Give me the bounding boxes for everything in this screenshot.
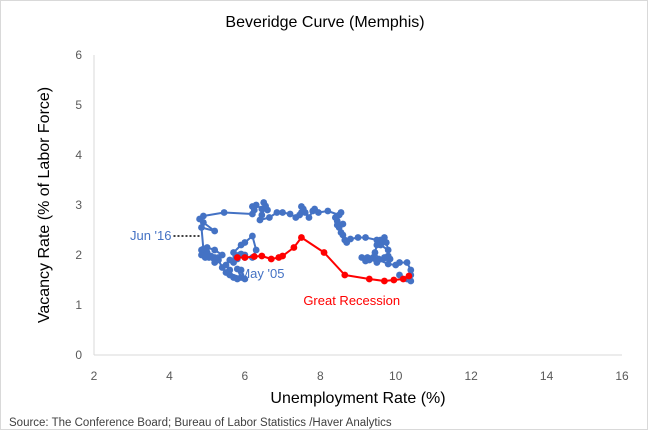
memphis-point [252,201,260,209]
x-axis-label: Unemployment Rate (%) [270,390,445,407]
chart-title: Beveridge Curve (Memphis) [225,14,424,31]
memphis-point [222,269,230,276]
great-recession-point [279,252,286,260]
great-recession-point [267,255,275,263]
x-tick-label: 8 [317,369,324,383]
memphis-point [256,216,264,224]
great-recession-point [365,275,373,283]
y-tick-label: 4 [75,148,82,162]
x-tick-label: 16 [615,369,629,383]
memphis-point [315,209,322,216]
memphis-point [301,209,309,216]
y-tick-label: 5 [75,98,82,112]
memphis-point [211,246,219,254]
x-tick-label: 12 [464,369,478,383]
y-tick-label: 1 [75,298,82,312]
annotation-may05: May '05 [239,266,284,281]
great-recession-point [241,254,249,261]
y-axis-label: Vacancy Rate (% of Labor Force) [36,87,53,323]
series-great-recession [233,234,413,285]
great-recession-point [250,253,258,260]
x-tick-label: 14 [540,369,554,383]
great-recession-point [390,276,398,284]
memphis-point [384,246,392,254]
memphis-point [233,265,241,273]
memphis-point [373,241,381,249]
memphis-point [273,209,281,216]
memphis-point [279,209,286,216]
great-recession-point [320,249,328,256]
memphis-point [362,234,369,241]
great-recession-point [381,277,388,285]
memphis-point [237,274,245,281]
memphis-point [237,241,245,249]
y-tick-label: 3 [75,198,82,212]
great-recession-point [258,252,266,260]
memphis-point [199,212,207,220]
great-recession-point [290,244,298,251]
memphis-point [305,214,313,221]
memphis-point [337,209,345,216]
memphis-point [218,251,226,259]
great-recession-point [399,275,407,283]
annotation-jun16: Jun '16 [130,228,172,243]
memphis-point [382,239,390,246]
memphis-point [262,202,269,210]
memphis-point [407,266,415,274]
memphis-point [403,259,411,266]
memphis-point [369,254,377,261]
memphis-point [286,210,294,218]
memphis-point [220,209,228,216]
source-note: Source: The Conference Board; Bureau of … [9,417,392,429]
series-memphis [196,199,415,285]
x-tick-label: 2 [91,369,98,383]
memphis-point [362,257,369,265]
memphis-point [205,254,213,261]
memphis-point [249,232,256,240]
memphis-point [230,249,237,256]
memphis-point [226,256,234,264]
y-tick-label: 6 [75,48,82,62]
memphis-point [324,207,332,215]
memphis-point [218,264,226,271]
y-tick-label: 2 [75,248,82,262]
memphis-point [252,246,260,254]
memphis-point [373,259,381,266]
memphis-point [396,259,403,266]
memphis-point [347,235,354,243]
x-tick-label: 6 [242,369,249,383]
great-recession-point [405,272,413,280]
memphis-point [354,234,362,241]
memphis-point [211,227,219,235]
memphis-point [265,214,273,221]
memphis-point [384,260,392,268]
x-tick-label: 4 [166,369,173,383]
great-recession-line [237,236,410,282]
x-tick-label: 10 [389,369,403,383]
great-recession-point [298,234,305,241]
annotation-great-recession: Great Recession [303,293,400,308]
memphis-point [211,259,219,266]
memphis-point [199,245,207,253]
y-tick-label: 0 [75,348,82,362]
great-recession-point [233,254,241,261]
great-recession-point [341,271,349,279]
